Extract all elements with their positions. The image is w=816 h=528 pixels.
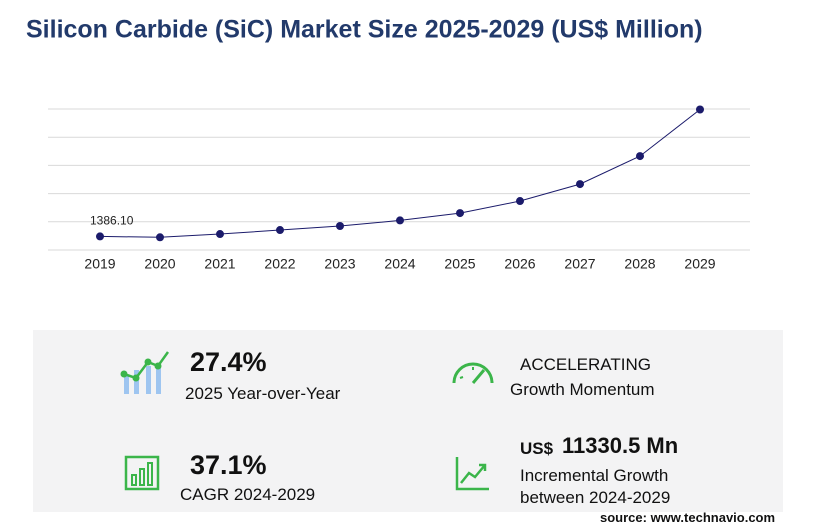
x-tick-label: 2020 [144, 256, 175, 272]
incr-unit: US$ [520, 439, 554, 458]
marker [156, 233, 164, 242]
marker [336, 222, 344, 231]
marker [96, 232, 104, 241]
x-tick-label: 2026 [504, 256, 535, 272]
yoy-value: 27.4% [190, 347, 267, 377]
marker [576, 180, 584, 189]
marker [636, 152, 644, 161]
marker [516, 197, 524, 206]
cagr-label: CAGR 2024-2029 [180, 485, 316, 504]
x-tick-label: 2023 [324, 256, 355, 272]
growth-icon [455, 457, 489, 491]
marker [276, 226, 284, 235]
yoy-icon [120, 351, 170, 394]
cagr-icon [124, 455, 160, 491]
source: source: www.technavio.com [600, 510, 776, 525]
x-tick-label: 2028 [624, 256, 655, 272]
data-label: 1386.10 [90, 214, 134, 228]
momentum-label: Growth Momentum [510, 380, 655, 399]
momentum-value: ACCELERATING [520, 355, 651, 374]
marker [696, 105, 704, 114]
x-tick-label: 2027 [564, 256, 595, 272]
yoy-label: 2025 Year-over-Year [185, 384, 341, 403]
x-tick-label: 2029 [684, 256, 715, 272]
chart: Silicon Carbide (SiC) Market Size 2025-2… [26, 16, 750, 272]
marker [456, 209, 464, 218]
incr-label-1: Incremental Growth [520, 466, 669, 485]
incr-value: 11330.5 Mn [562, 433, 679, 458]
marker [396, 216, 404, 225]
cagr-value: 37.1% [190, 450, 267, 480]
x-tick-label: 2024 [384, 256, 415, 272]
x-tick-label: 2025 [444, 256, 475, 272]
chart-title: Silicon Carbide (SiC) Market Size 2025-2… [26, 16, 703, 44]
marker [216, 230, 224, 239]
x-tick-label: 2021 [204, 256, 235, 272]
incr-label-2: between 2024-2029 [520, 488, 671, 507]
x-tick-label: 2019 [84, 256, 115, 272]
gauge-icon [452, 362, 494, 384]
x-tick-label: 2022 [264, 256, 295, 272]
